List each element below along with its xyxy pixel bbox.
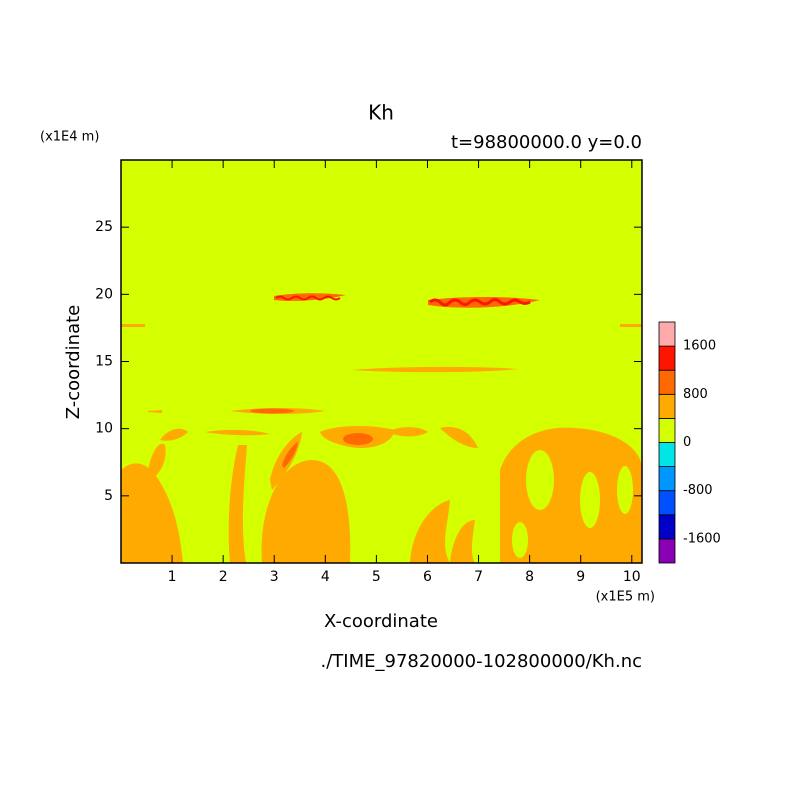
colorbar-label: -800 bbox=[683, 483, 713, 498]
colorbar-box bbox=[658, 369, 676, 395]
x-tick-label: 6 bbox=[423, 569, 432, 585]
y-tick-label: 25 bbox=[95, 219, 113, 235]
y-axis-label: Z-coordinate bbox=[63, 305, 84, 420]
y-tick-label: 5 bbox=[104, 488, 113, 504]
colorbar-label: 800 bbox=[683, 387, 708, 402]
x-tick-label: 2 bbox=[219, 569, 228, 585]
y-tick-label: 15 bbox=[95, 354, 113, 370]
y-tick-label: 20 bbox=[95, 286, 113, 302]
y-units: (x1E4 m) bbox=[40, 130, 99, 145]
colorbar-label: 0 bbox=[683, 435, 691, 450]
colorbar-box bbox=[658, 321, 676, 347]
x-units: (x1E5 m) bbox=[596, 590, 655, 605]
colorbar-box bbox=[658, 466, 676, 492]
colorbar-label: -1600 bbox=[683, 531, 721, 546]
x-tick-label: 5 bbox=[372, 569, 381, 585]
y-tick-label: 10 bbox=[95, 421, 113, 437]
colorbar-box bbox=[658, 490, 676, 516]
colorbar-box bbox=[658, 417, 676, 443]
x-tick-label: 1 bbox=[168, 569, 177, 585]
source-path: ./TIME_97820000-102800000/Kh.nc bbox=[321, 651, 642, 672]
colorbar-box bbox=[658, 345, 676, 371]
colorbar-box bbox=[658, 514, 676, 540]
colorbar-box bbox=[658, 538, 676, 564]
chart-title: Kh bbox=[368, 101, 394, 125]
colorbar-box bbox=[658, 442, 676, 468]
contour-regions bbox=[121, 293, 642, 563]
colorbar-label: 1600 bbox=[683, 339, 716, 354]
x-tick-label: 4 bbox=[321, 569, 330, 585]
chart-subtitle: t=98800000.0 y=0.0 bbox=[451, 132, 642, 153]
x-tick-label: 10 bbox=[623, 569, 641, 585]
x-tick-label: 3 bbox=[270, 569, 279, 585]
x-tick-label: 8 bbox=[525, 569, 534, 585]
colorbar-box bbox=[658, 393, 676, 419]
x-axis-label: X-coordinate bbox=[324, 611, 438, 632]
x-tick-label: 9 bbox=[576, 569, 585, 585]
x-tick-label: 7 bbox=[474, 569, 483, 585]
